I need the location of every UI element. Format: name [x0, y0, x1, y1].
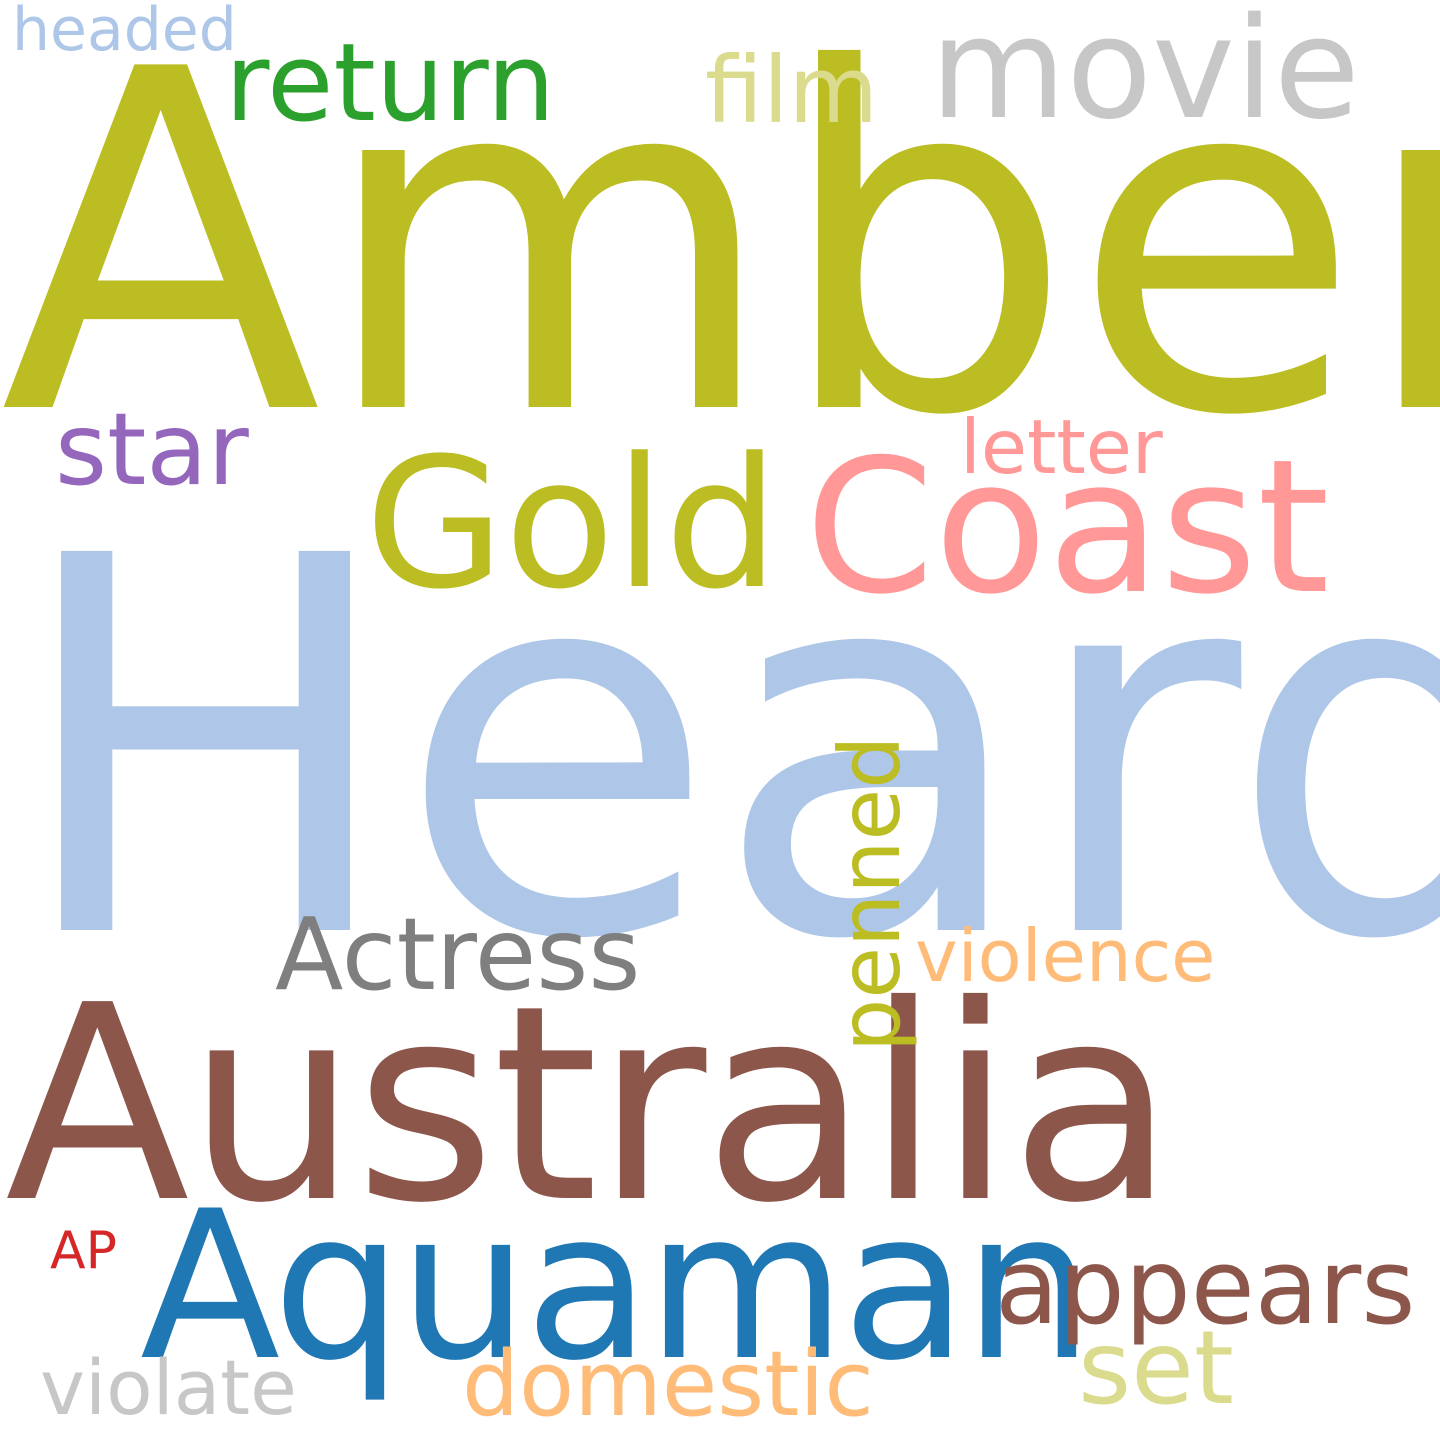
word-actress: Actress	[275, 896, 641, 1013]
word-star: star	[55, 391, 249, 508]
word-domestic: domestic	[462, 1332, 874, 1437]
word-heard: Heard	[10, 447, 1440, 1053]
word-set: set	[1078, 1309, 1234, 1428]
word-australia: Australia	[5, 947, 1175, 1262]
word-gold: Gold	[365, 420, 779, 629]
word-letter: letter	[960, 403, 1163, 491]
word-headed: headed	[12, 0, 237, 65]
word-penned: penned	[821, 735, 919, 1052]
word-appears: appears	[995, 1226, 1416, 1348]
word-return: return	[225, 21, 556, 146]
word-aquaman: Aquaman	[140, 1168, 1094, 1406]
word-ap: AP	[50, 1221, 117, 1281]
word-amber: Amber	[0, 0, 1440, 518]
word-film: film	[705, 37, 879, 144]
word-violence: violence	[915, 914, 1216, 998]
word-movie: movie	[930, 0, 1360, 151]
word-coast: Coast	[805, 419, 1330, 635]
word-violate: violate	[40, 1343, 297, 1432]
